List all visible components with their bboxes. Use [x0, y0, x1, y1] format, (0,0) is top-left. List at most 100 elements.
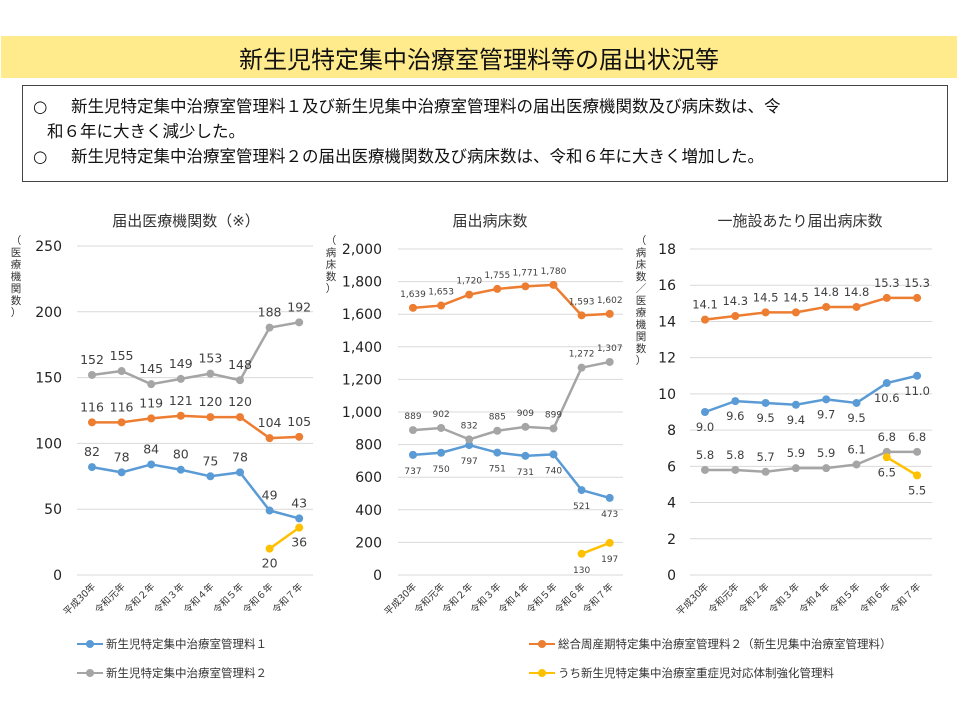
series-line [704, 374, 918, 414]
data-point [206, 472, 215, 481]
x-tick-label: 令和２年 [736, 580, 772, 616]
y-tick-label: 10 [658, 387, 676, 403]
data-label: 5.8 [696, 448, 714, 462]
data-label: 49 [262, 488, 278, 503]
x-tick-label: 令和６年 [240, 580, 276, 616]
bullet-circle-icon: ○ [33, 147, 48, 166]
series-line [705, 450, 918, 474]
data-label: 9.5 [756, 411, 774, 425]
data-label: 120 [198, 394, 222, 409]
x-tick-label: 令和元年 [706, 580, 742, 616]
data-label: 521 [573, 502, 590, 512]
data-point [265, 506, 274, 515]
data-point [852, 302, 861, 311]
series-3: 152 155 145 149 153 148 188 192 [80, 299, 311, 389]
x-tick-label: 令和４年 [181, 580, 217, 616]
data-point [437, 423, 446, 432]
data-label: 20 [262, 556, 278, 571]
series-2: 116 116 119 121 120 120 104 105 [80, 393, 311, 443]
x-tick-label: 令和４年 [797, 580, 833, 616]
y-tick-label: 1,000 [342, 405, 382, 421]
data-label: 737 [404, 467, 421, 477]
y-tick-label: 100 [35, 436, 62, 452]
data-point [731, 465, 740, 474]
data-point [882, 293, 891, 302]
data-label: 120 [228, 394, 252, 409]
legend-item-s2: 総合周産期特定集中治療室管理料２（新生児集中治療室管理料） [529, 636, 892, 652]
data-point [791, 400, 800, 409]
data-label: 902 [433, 410, 450, 420]
y-tick-label: 200 [35, 305, 62, 321]
y-tick-label: 2 [667, 532, 676, 548]
data-point [913, 447, 922, 456]
y-axis-label: （病床数） [326, 235, 337, 295]
series-line [92, 414, 300, 440]
data-point [236, 413, 244, 422]
charts-area: 届出医療機関数（※）（医療機関数）050100150200250平成30年令和元… [11, 212, 932, 618]
x-tick-label: 平成30年 [382, 580, 420, 618]
series-1: 737 750 797 751 731 740 521 473 [404, 441, 618, 520]
data-label: 751 [489, 465, 506, 475]
legend-label: 新生児特定集中治療室管理料１ [106, 637, 267, 651]
data-point [295, 523, 304, 532]
data-label: 5.8 [726, 448, 744, 462]
data-point [822, 302, 831, 311]
data-point [206, 369, 215, 378]
data-label: 148 [228, 357, 252, 372]
x-tick-label: 令和７年 [580, 580, 616, 616]
data-point [701, 408, 709, 416]
series-line [91, 463, 300, 520]
data-label: 889 [404, 412, 421, 422]
data-point [701, 465, 709, 474]
summary-item: ○ 新生児特定集中治療室管理料１及び新生児集中治療室管理料の届出医療機関数及び病床… [33, 94, 937, 144]
data-label: 130 [573, 566, 590, 576]
data-label: 9.6 [726, 409, 744, 423]
data-label: 14.1 [692, 298, 718, 312]
y-tick-label: 18 [658, 242, 676, 258]
data-point [409, 426, 417, 435]
y-tick-label: 2,000 [342, 242, 382, 258]
chart-title: 届出病床数 [452, 212, 527, 230]
data-point [791, 464, 800, 473]
legend-label: 総合周産期特定集中治療室管理料２（新生児集中治療室管理料） [558, 637, 892, 651]
data-label: 9.0 [696, 420, 714, 434]
data-point [852, 398, 861, 407]
x-tick-label: 令和３年 [152, 580, 188, 616]
legend-label: 新生児特定集中治療室管理料２ [106, 666, 267, 680]
data-label: 152 [80, 352, 104, 367]
data-label: 104 [258, 415, 282, 430]
data-label: 1,307 [597, 344, 623, 354]
y-tick-label: 400 [355, 503, 382, 519]
chart-title: 一施設あたり届出病床数 [717, 212, 882, 230]
data-label: 832 [461, 421, 478, 431]
data-point [605, 493, 614, 502]
data-point [577, 311, 586, 320]
data-point [913, 471, 922, 480]
data-label: 6.8 [878, 430, 896, 444]
data-label: 75 [202, 453, 218, 468]
summary-box: ○ 新生児特定集中治療室管理料１及び新生児集中治療室管理料の届出医療機関数及び病床… [22, 85, 948, 182]
data-label: 5.9 [787, 446, 805, 460]
y-tick-label: 50 [44, 502, 62, 518]
series-line [268, 526, 300, 550]
summary-text: 新生児特定集中治療室管理料２の届出医療機関数及び病床数は、令和６年に大きく増加し… [71, 147, 764, 166]
data-point [176, 374, 185, 383]
data-label: 116 [110, 399, 134, 414]
data-label: 731 [517, 468, 534, 478]
series-line [704, 296, 918, 321]
data-label: 116 [80, 399, 104, 414]
data-point [822, 395, 831, 404]
y-tick-label: 1,400 [342, 340, 382, 356]
chart-1: 届出医療機関数（※） （医療機関数） 0 50 100 150 200 250 平成30年令和元… [11, 212, 313, 618]
data-point [521, 451, 530, 460]
chart-2: 届出病床数 （病床数） 0 200 400 600 800 1,000 1,200 1,400 1,… [326, 212, 623, 618]
legend-line-marker-icon [529, 668, 555, 678]
y-tick-label: 6 [667, 459, 676, 475]
y-tick-label: 1,600 [342, 307, 382, 323]
x-tick-label: 令和元年 [92, 580, 128, 616]
summary-text-continuation: 和６年に大きく減少した。 [47, 122, 245, 141]
data-label: 473 [601, 510, 618, 520]
legend-item-s1: 新生児特定集中治療室管理料１ [77, 636, 267, 652]
data-label: 1,720 [456, 277, 482, 287]
y-tick-label: 800 [355, 438, 382, 454]
